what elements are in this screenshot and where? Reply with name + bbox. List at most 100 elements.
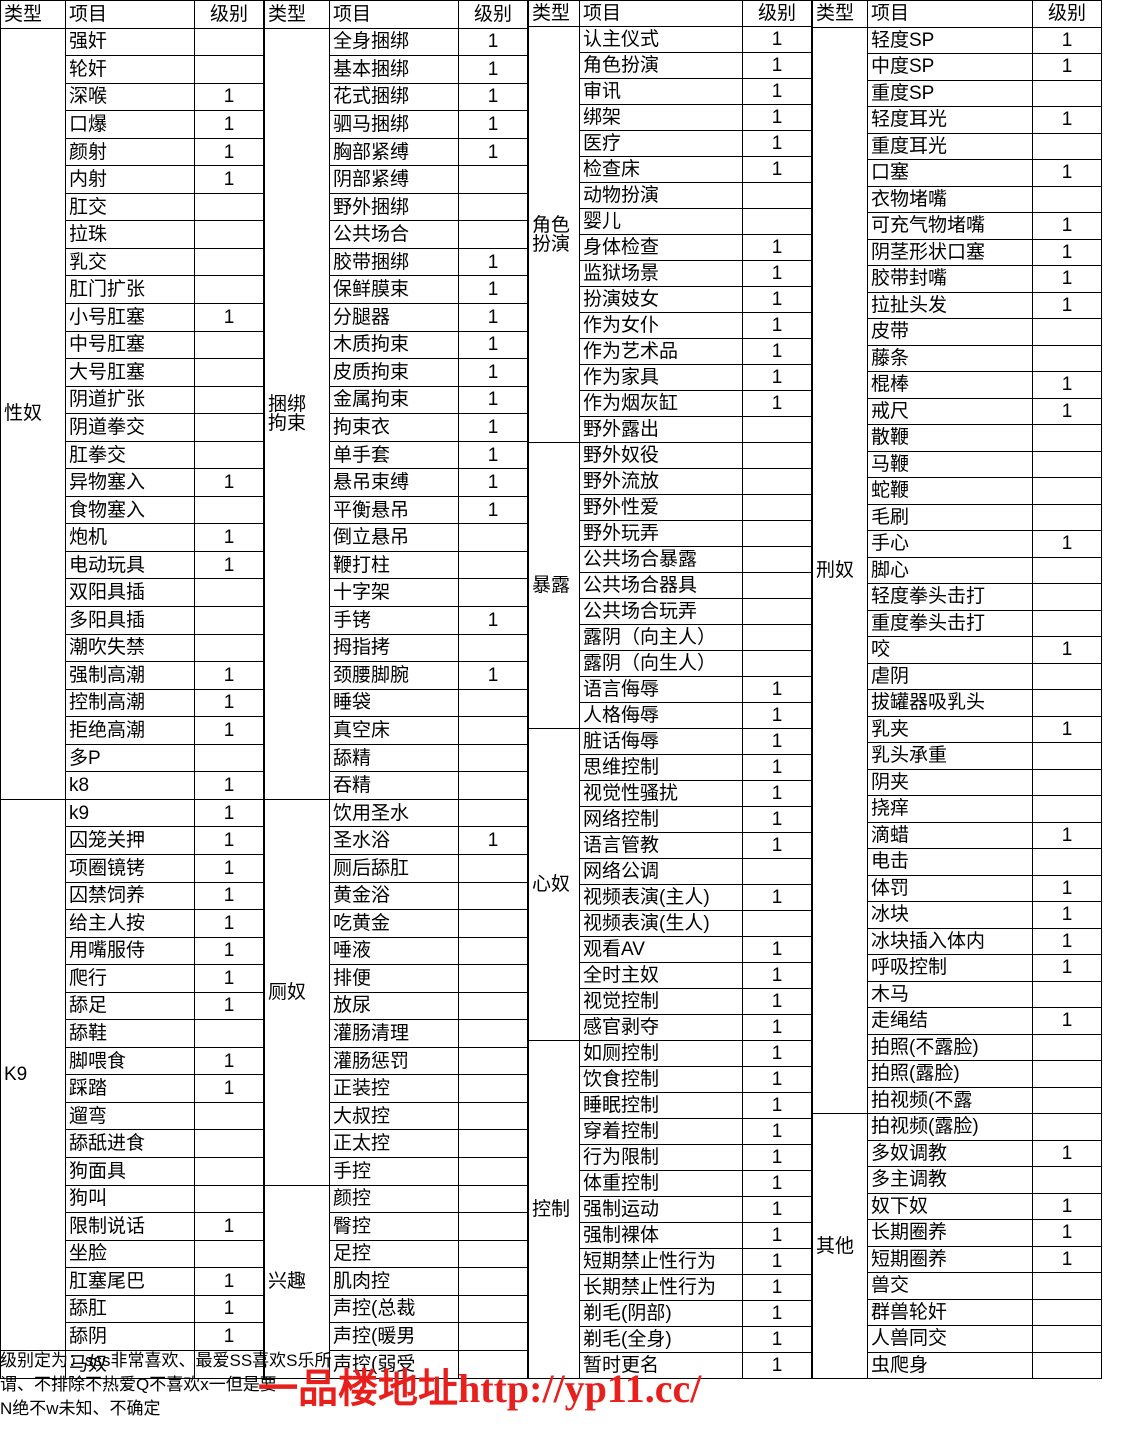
- table-row: 冰块插入体内 1: [813, 927, 1102, 955]
- level-cell: [742, 494, 812, 521]
- item-cell: 剃毛(阴部): [579, 1300, 743, 1327]
- level-cell: [194, 495, 264, 525]
- item-cell: 作为女仆: [579, 312, 743, 339]
- table-row: 暴露 野外奴役: [528, 442, 812, 729]
- level-cell: 1: [194, 165, 264, 194]
- level-cell: 1: [1032, 159, 1102, 187]
- table-row: 黄金浴: [265, 881, 528, 911]
- table-row: 拍照(不露脸): [813, 1033, 1102, 1061]
- level-cell: 1: [742, 1118, 812, 1145]
- level-cell: [194, 1129, 264, 1158]
- item-cell: 深喉: [65, 82, 195, 112]
- table-row: 动物扮演: [529, 182, 812, 209]
- item-cell: 电击: [867, 848, 1033, 876]
- category-cell: 捆绑 拘束: [264, 27, 330, 800]
- item-cell: 圣水浴: [329, 826, 459, 855]
- level-cell: 1: [742, 832, 812, 859]
- item-cell: 重度SP: [867, 79, 1033, 107]
- level-cell: 1: [742, 1352, 812, 1379]
- level-cell: 1: [194, 798, 264, 828]
- header-category: 类型: [812, 0, 868, 28]
- level-cell: [194, 358, 264, 387]
- item-cell: 舔阴: [65, 1322, 195, 1351]
- category-cell: 其他: [812, 1113, 868, 1379]
- level-cell: [742, 208, 812, 235]
- item-cell: 语言侮辱: [579, 676, 743, 703]
- item-cell: 戒尺: [867, 397, 1033, 425]
- item-cell: 绑架: [579, 104, 743, 131]
- block-3-body: 类型 项目 级别 角色 扮演 认主仪式 1 角色扮演 1 审讯 1 绑架 1 医疗 1 检查床 1 动物扮演…: [528, 0, 812, 1379]
- table-row: 重度SP: [813, 79, 1102, 107]
- item-cell: 手心: [867, 530, 1033, 558]
- item-cell: 潮吹失禁: [65, 633, 195, 663]
- item-cell: 婴儿: [579, 208, 743, 235]
- level-cell: 1: [742, 754, 812, 781]
- level-cell: [458, 936, 528, 966]
- item-cell: 网络控制: [579, 806, 743, 833]
- level-cell: 1: [742, 936, 812, 963]
- item-cell: 语言管教: [579, 832, 743, 859]
- item-cell: 视频表演(生人): [579, 910, 743, 937]
- level-cell: 1: [742, 1170, 812, 1197]
- item-cell: 排便: [329, 964, 459, 993]
- level-cell: 1: [1032, 1139, 1102, 1167]
- item-cell: 胸部紧缚: [329, 137, 459, 167]
- table-row: 婴儿: [529, 208, 812, 235]
- level-cell: 1: [742, 104, 812, 131]
- table-row: K9 k9 1: [0, 798, 264, 1351]
- table-row: 露阴（向生人）: [529, 650, 812, 677]
- item-cell: 野外性爱: [579, 494, 743, 521]
- item-cell: 限制说话: [65, 1212, 195, 1241]
- level-cell: [458, 1129, 528, 1158]
- level-cell: [458, 523, 528, 552]
- table-row: 项圈镜铐 1: [1, 853, 264, 883]
- item-cell: 金属拘束: [329, 385, 459, 415]
- spreadsheet-grid: 类型 项目 级别 性奴 强奸 轮奸 深喉 1 口爆 1 颜射 1 内射 1 肛交 拉珠 乳交 肛门扩张 小号肛…: [0, 0, 1102, 1380]
- item-cell: 拇指拷: [329, 633, 459, 663]
- item-cell: 拍视频(露脸): [867, 1113, 1033, 1141]
- table-row: 马鞭: [813, 450, 1102, 478]
- level-cell: 1: [194, 661, 264, 690]
- item-cell: 乳交: [65, 247, 195, 277]
- table-row: 圣水浴 1: [265, 826, 528, 855]
- level-cell: 1: [458, 137, 528, 167]
- table-row: 臀控: [265, 1212, 528, 1241]
- item-cell: 轻度SP: [867, 26, 1033, 54]
- level-cell: 1: [194, 1074, 264, 1103]
- table-row: 放尿: [265, 991, 528, 1021]
- item-cell: 放尿: [329, 991, 459, 1021]
- level-cell: 1: [194, 771, 264, 800]
- item-cell: 舔肛: [65, 1294, 195, 1324]
- item-cell: 声控(总裁: [329, 1294, 459, 1324]
- table-row: 多P: [1, 743, 264, 773]
- item-cell: 强制高潮: [65, 661, 195, 690]
- table-row: 其他 拍视频(露脸): [812, 1113, 1102, 1379]
- table-row: 医疗 1: [529, 130, 812, 157]
- table-row: 皮质拘束 1: [265, 358, 528, 387]
- level-cell: 1: [742, 390, 812, 417]
- item-cell: 脚心: [867, 556, 1033, 584]
- table-row: 舔精: [265, 743, 528, 773]
- block-1-table: 类型 项目 级别 性奴 强奸 轮奸 深喉 1 口爆 1 颜射 1 内射 1 肛交 拉珠 乳交 肛门扩张 小号肛…: [0, 0, 264, 1380]
- level-cell: 1: [742, 1196, 812, 1223]
- item-cell: 穿着控制: [579, 1118, 743, 1145]
- level-cell: 1: [1032, 53, 1102, 81]
- table-row: 视频表演(生人): [529, 910, 812, 937]
- table-row: 大叔控: [265, 1101, 528, 1131]
- item-cell: 项圈镜铐: [65, 853, 195, 883]
- item-cell: 臀控: [329, 1212, 459, 1241]
- table-row: 乳交: [1, 247, 264, 277]
- item-cell: 乳夹: [867, 715, 1033, 743]
- item-cell: 公共场合器具: [579, 572, 743, 599]
- item-cell: 拘束衣: [329, 413, 459, 442]
- item-cell: 花式捆绑: [329, 82, 459, 112]
- item-cell: 野外奴役: [579, 442, 743, 469]
- level-cell: [458, 1322, 528, 1351]
- item-cell: 全时主奴: [579, 962, 743, 989]
- table-row: 分腿器 1: [265, 303, 528, 332]
- level-cell: [742, 416, 812, 443]
- level-cell: [1032, 1272, 1102, 1300]
- category-cell: 控制: [528, 1040, 580, 1379]
- level-cell: 1: [742, 312, 812, 339]
- level-cell: [1032, 1033, 1102, 1061]
